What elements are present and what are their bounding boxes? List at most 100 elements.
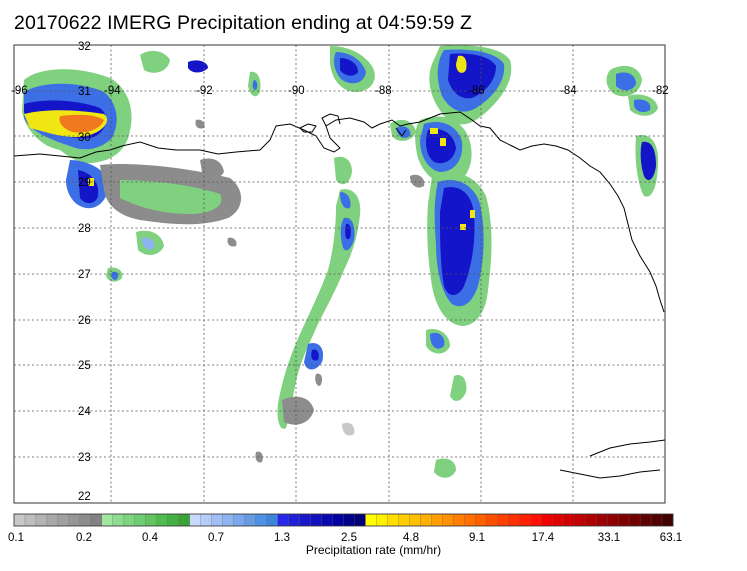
lon-label: -82 — [652, 85, 669, 97]
colorbar-swatch — [552, 513, 564, 527]
colorbar-swatch — [595, 513, 608, 527]
colorbar-swatch — [123, 513, 136, 527]
colorbar-tick-label: 2.5 — [341, 532, 357, 544]
colorbar-swatch — [398, 513, 410, 527]
colorbar-swatch — [288, 513, 301, 527]
lon-label: -94 — [104, 85, 121, 97]
colorbar-swatch — [134, 513, 147, 527]
colorbar-swatch — [650, 513, 663, 527]
lat-label: 22 — [78, 491, 91, 503]
cuba-coast — [589, 439, 666, 457]
map-title: 20170622 IMERG Precipitation ending at 0… — [14, 12, 473, 34]
colorbar-swatch — [57, 513, 70, 527]
colorbar-swatch — [519, 513, 531, 527]
colorbar-swatch — [530, 513, 542, 527]
colorbar-swatch — [255, 513, 268, 527]
lat-label: 32 — [78, 41, 91, 53]
colorbar-swatch — [453, 513, 465, 527]
colorbar-frame — [13, 513, 674, 527]
lon-label: -86 — [468, 85, 485, 97]
mississippi-delta — [321, 113, 341, 127]
colorbar-swatch — [442, 513, 454, 527]
colorbar: 0.1 0.2 0.4 0.7 1.3 2.5 4.8 9.1 17.4 33.… — [8, 513, 682, 544]
colorbar-swatch — [661, 513, 674, 527]
colorbar-title: Precipitation rate (mm/hr) — [305, 543, 442, 557]
colorbar-swatch — [46, 513, 59, 527]
lat-label: 30 — [78, 132, 91, 144]
lat-label: 27 — [78, 269, 91, 281]
colorbar-swatch — [464, 513, 476, 527]
colorbar-swatch — [420, 513, 432, 527]
precipitation-field — [22, 45, 658, 478]
lon-label: -96 — [11, 85, 28, 97]
precip-gray-patches — [195, 119, 425, 463]
lon-label: -90 — [288, 85, 305, 97]
colorbar-swatch — [628, 513, 641, 527]
colorbar-swatch — [343, 513, 355, 527]
colorbar-tick-label: 0.7 — [208, 532, 224, 544]
colorbar-tick-label: 17.4 — [532, 532, 555, 544]
colorbar-swatch — [508, 513, 520, 527]
colorbar-tick-label: 1.3 — [274, 532, 290, 544]
colorbar-swatch — [563, 513, 575, 527]
colorbar-swatch — [574, 513, 586, 527]
lat-label: 24 — [78, 406, 91, 418]
gridlines — [14, 45, 665, 503]
colorbar-swatch — [24, 513, 37, 527]
lon-label: -88 — [375, 85, 392, 97]
colorbar-swatch — [68, 513, 81, 527]
colorbar-swatch — [409, 513, 421, 527]
colorbar-swatch — [332, 513, 344, 527]
florida-keys — [559, 469, 661, 479]
colorbar-swatch — [475, 513, 487, 527]
colorbar-swatch — [321, 513, 333, 527]
colorbar-swatch — [35, 513, 48, 527]
lake-pontchartrain — [299, 123, 317, 133]
lat-label: 28 — [78, 223, 91, 235]
colorbar-swatch — [211, 513, 224, 527]
colorbar-swatch — [233, 513, 246, 527]
precip-cluster-west — [22, 69, 242, 282]
colorbar-swatch — [277, 513, 290, 527]
colorbar-swatch — [387, 513, 399, 527]
precip-band-south — [277, 156, 361, 429]
colorbar-tick-label: 4.8 — [403, 532, 419, 544]
colorbar-swatch — [167, 513, 180, 527]
longitude-labels: -96 -94 -92 -90 -88 -86 -84 -82 — [11, 85, 669, 97]
colorbar-tick-label: 0.2 — [76, 532, 92, 544]
colorbar-swatch — [79, 513, 92, 527]
colorbar-swatch — [13, 513, 26, 527]
colorbar-swatch — [222, 513, 235, 527]
colorbar-swatch — [639, 513, 652, 527]
colorbar-tick-label: 33.1 — [598, 532, 620, 544]
lon-label: -84 — [560, 85, 577, 97]
colorbar-swatch — [244, 513, 257, 527]
lat-label: 29 — [78, 177, 91, 189]
colorbar-swatch — [90, 513, 103, 527]
precip-band-central — [415, 45, 512, 478]
colorbar-swatches — [13, 513, 674, 527]
lon-label: -92 — [196, 85, 213, 97]
latitude-labels: 32 31 30 29 28 27 26 25 24 23 22 — [78, 41, 91, 503]
lat-label: 31 — [78, 86, 91, 98]
colorbar-swatch — [376, 513, 388, 527]
colorbar-swatch — [156, 513, 169, 527]
colorbar-tick-label: 63.1 — [660, 532, 682, 544]
colorbar-swatch — [310, 513, 322, 527]
lat-label: 25 — [78, 360, 91, 372]
gulf-coastline — [13, 111, 665, 313]
colorbar-swatch — [266, 513, 279, 527]
colorbar-swatch — [365, 513, 377, 527]
colorbar-swatch — [431, 513, 443, 527]
colorbar-swatch — [497, 513, 509, 527]
coastlines — [13, 111, 666, 479]
colorbar-swatch — [112, 513, 125, 527]
colorbar-tick-label: 0.1 — [8, 532, 24, 544]
colorbar-swatch — [584, 513, 597, 527]
colorbar-swatch — [354, 513, 366, 527]
lat-label: 23 — [78, 452, 91, 464]
colorbar-tick-label: 0.4 — [142, 532, 159, 544]
colorbar-swatch — [101, 513, 114, 527]
lat-label: 26 — [78, 315, 91, 327]
